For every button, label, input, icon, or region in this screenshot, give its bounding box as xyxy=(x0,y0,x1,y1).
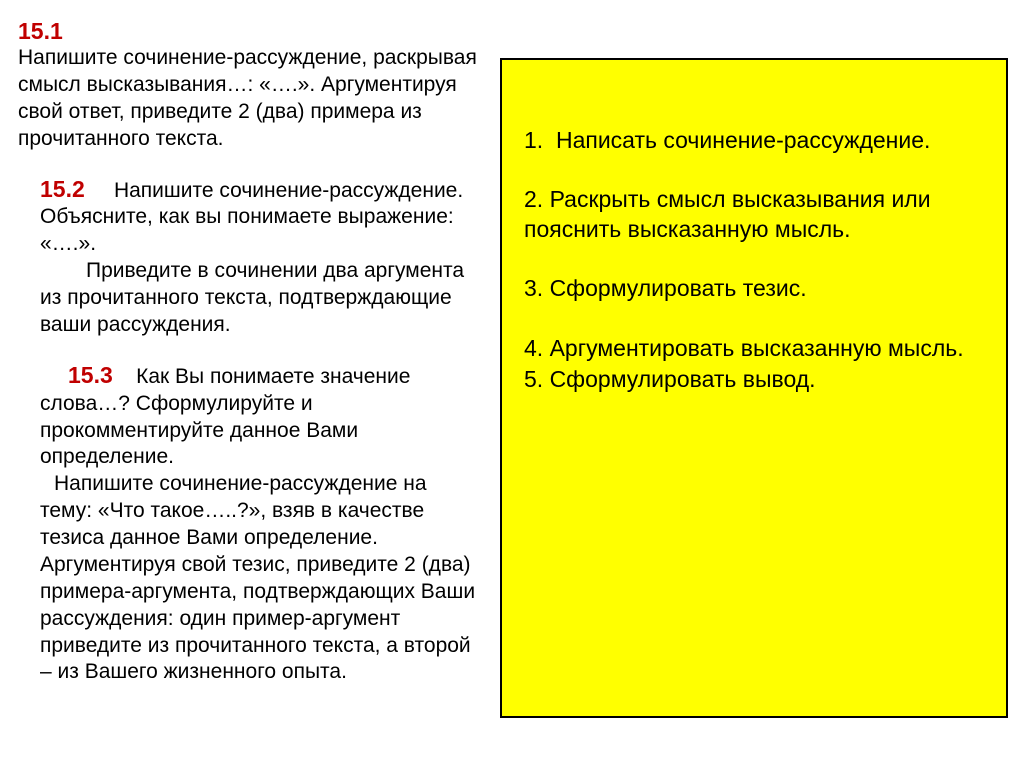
section-15-3: 15.3 Как Вы понимаете значение слова…? С… xyxy=(18,361,478,687)
section-number: 15.3 xyxy=(68,362,113,388)
section-body: 15.2 Напишите сочинение-рассуждение. Объ… xyxy=(40,175,478,259)
section-tail: Напишите сочинение-рассуждение на тему: … xyxy=(18,471,478,686)
step-2: 2. Раскрыть смысл высказывания или поясн… xyxy=(524,185,984,244)
section-15-1: 15.1 Напишите сочинение-рассуждение, рас… xyxy=(18,18,478,153)
steps-box: 1. Написать сочинение-рассуждение. 2. Ра… xyxy=(500,58,1008,718)
section-15-2: 15.2 Напишите сочинение-рассуждение. Объ… xyxy=(18,175,478,339)
section-tail: Приведите в сочинении два аргумента из п… xyxy=(40,258,478,339)
section-body: Напишите сочинение-рассуждение, раскрыва… xyxy=(18,45,478,153)
section-number: 15.2 xyxy=(40,176,85,202)
left-column: 15.1 Напишите сочинение-рассуждение, рас… xyxy=(18,18,478,708)
step-3: 3. Сформулировать тезис. xyxy=(524,274,984,303)
step-5: 5. Сформулировать вывод. xyxy=(524,365,984,394)
section-lead: Напишите сочинение-рассуждение. Объяснит… xyxy=(40,179,463,256)
step-num: 1. xyxy=(524,127,543,153)
section-number: 15.1 xyxy=(18,18,478,45)
section-body: 15.3 Как Вы понимаете значение слова…? С… xyxy=(18,361,478,472)
step-1: 1. Написать сочинение-рассуждение. xyxy=(524,126,984,155)
step-text: Написать сочинение-рассуждение. xyxy=(556,127,930,153)
step-4: 4. Аргументировать высказанную мысль. xyxy=(524,334,984,363)
